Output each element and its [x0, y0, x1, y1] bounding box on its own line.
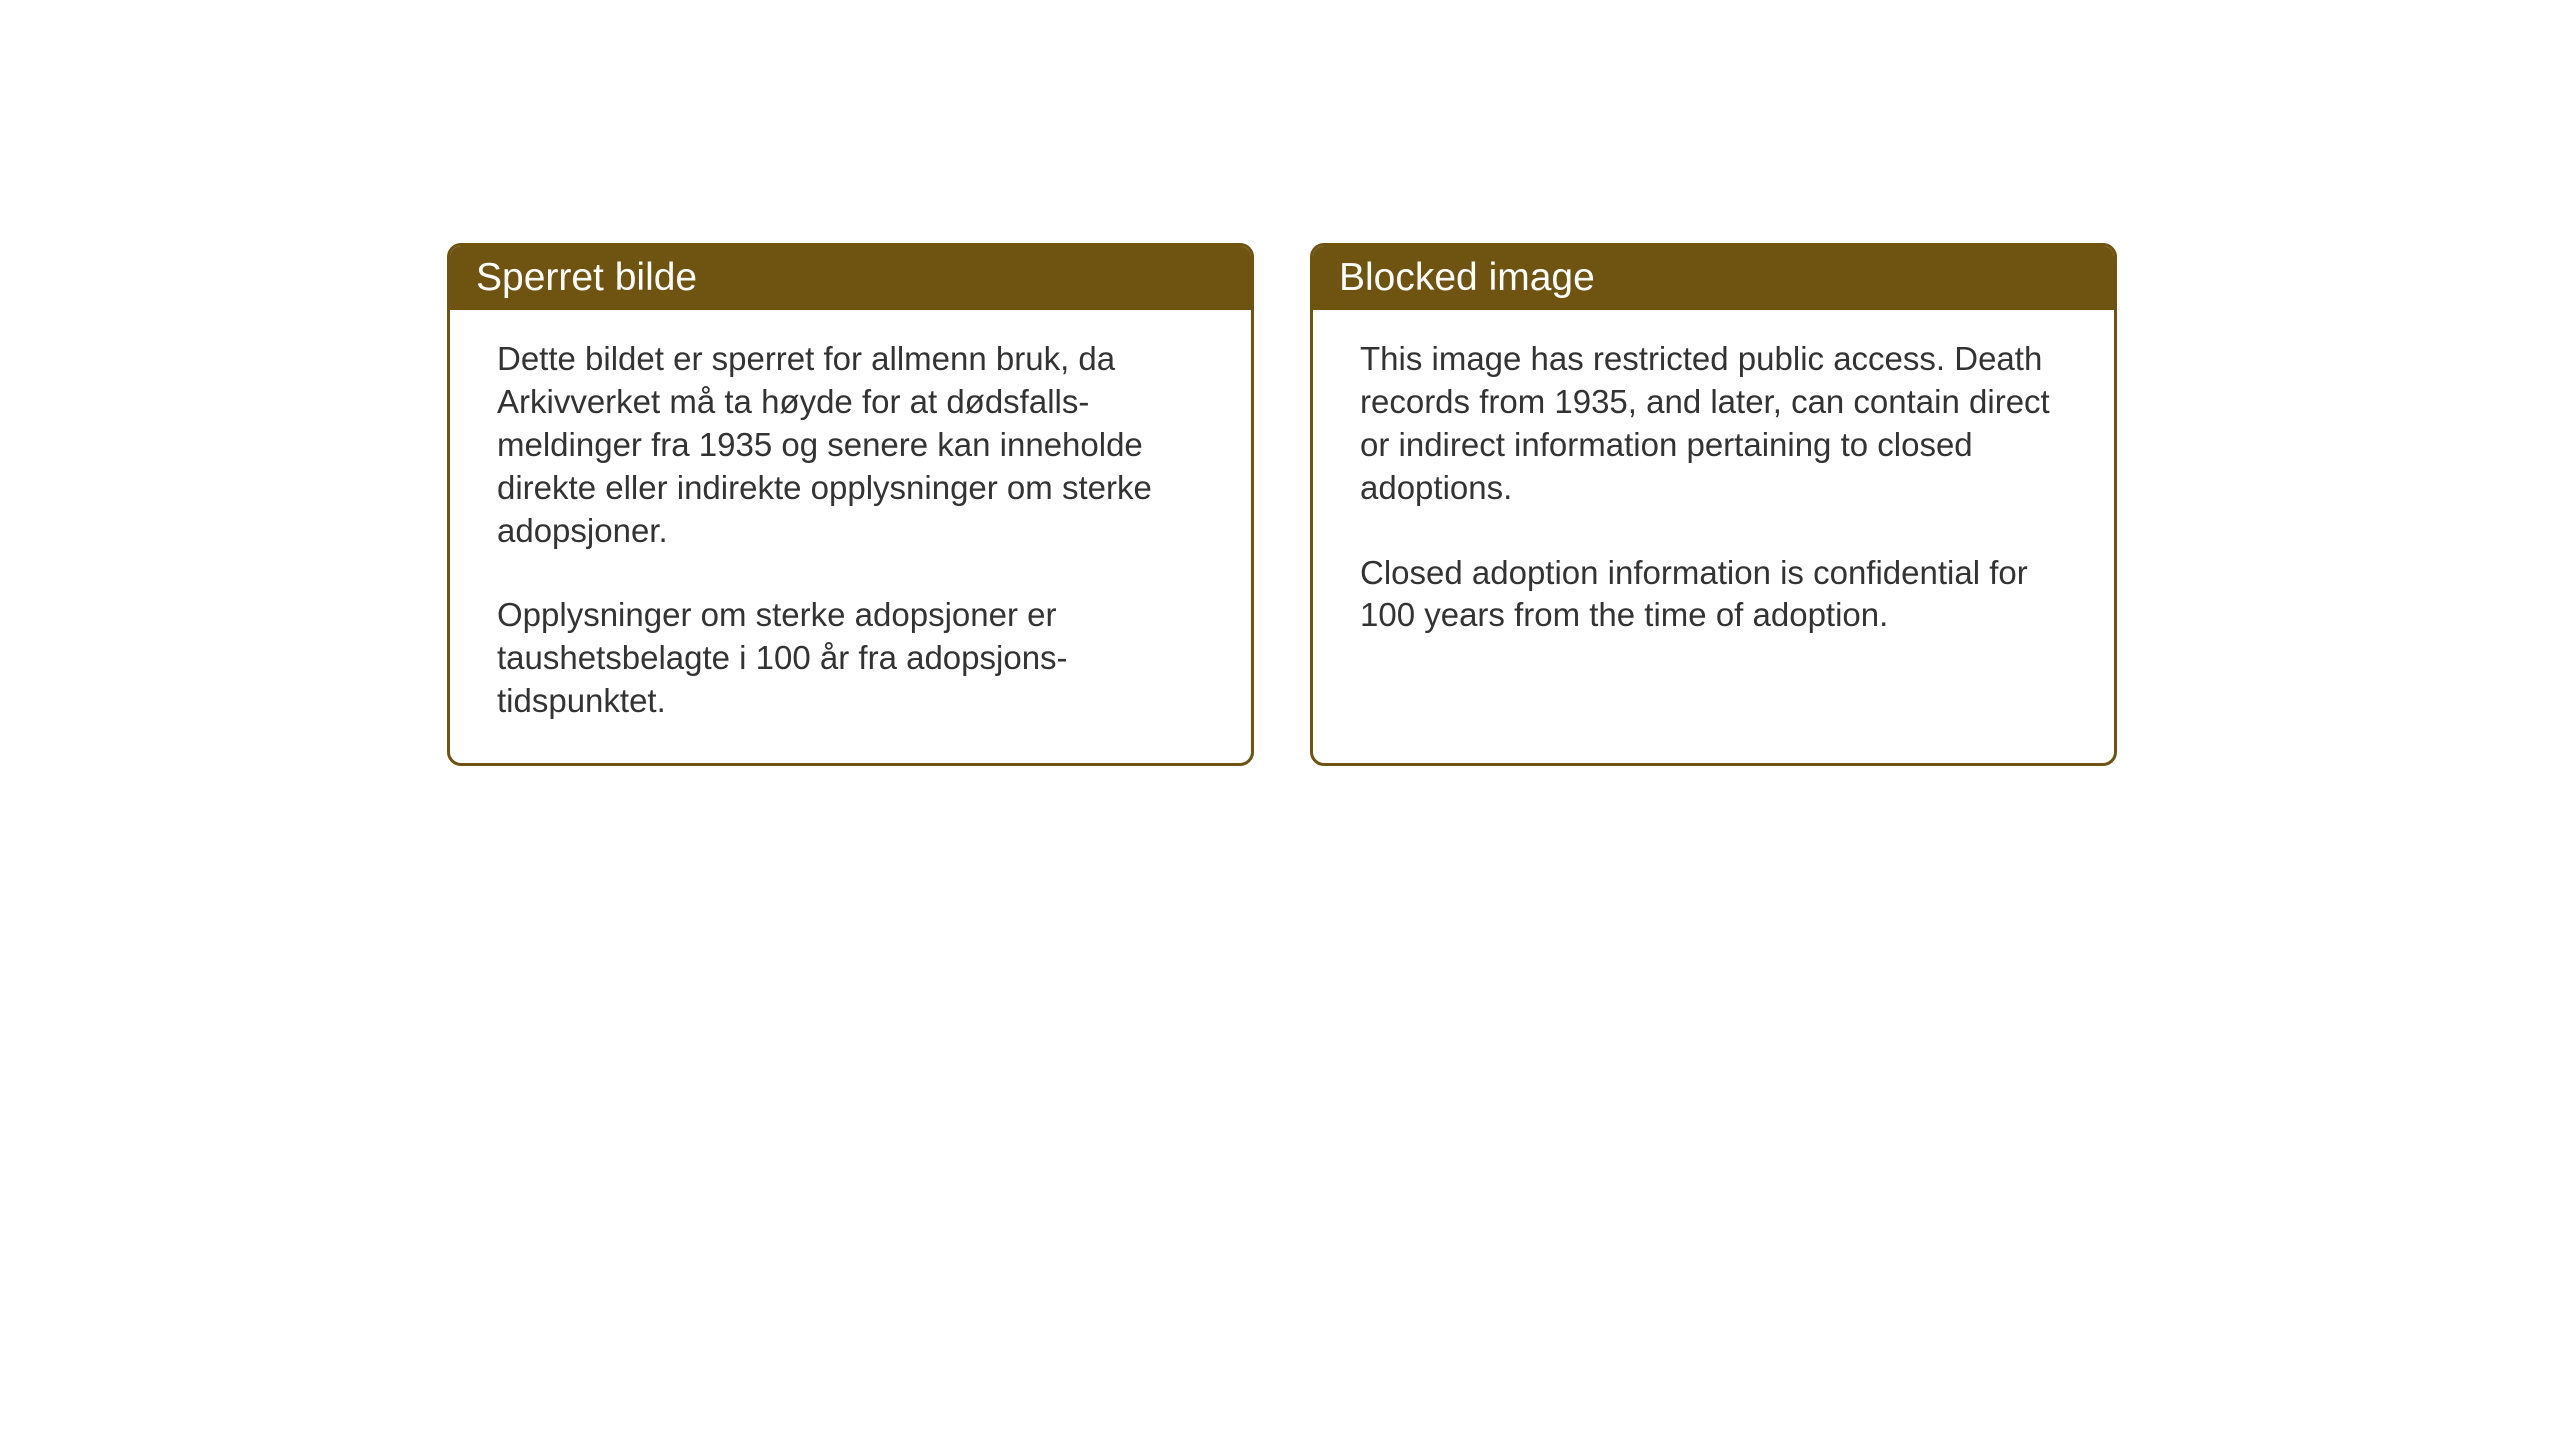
norwegian-paragraph-1: Dette bildet er sperret for allmenn bruk…: [497, 338, 1204, 552]
info-cards-container: Sperret bilde Dette bildet er sperret fo…: [447, 243, 2117, 766]
norwegian-card-body: Dette bildet er sperret for allmenn bruk…: [450, 310, 1251, 763]
english-card-title: Blocked image: [1313, 246, 2114, 310]
norwegian-card-title: Sperret bilde: [450, 246, 1251, 310]
english-paragraph-2: Closed adoption information is confident…: [1360, 552, 2067, 638]
norwegian-info-card: Sperret bilde Dette bildet er sperret fo…: [447, 243, 1254, 766]
english-paragraph-1: This image has restricted public access.…: [1360, 338, 2067, 510]
english-info-card: Blocked image This image has restricted …: [1310, 243, 2117, 766]
english-card-body: This image has restricted public access.…: [1313, 310, 2114, 746]
norwegian-paragraph-2: Opplysninger om sterke adopsjoner er tau…: [497, 594, 1204, 723]
